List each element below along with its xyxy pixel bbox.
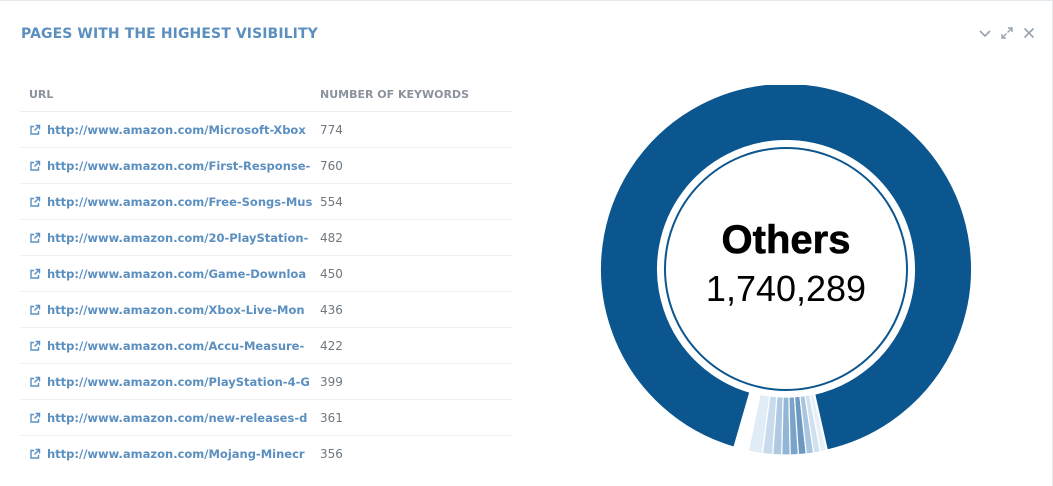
keyword-count: 361	[320, 410, 343, 425]
close-icon[interactable]	[1022, 26, 1036, 40]
keyword-count: 356	[320, 446, 343, 461]
column-header-url: URL	[29, 87, 54, 101]
url-cell: http://www.amazon.com/new-releases-d	[20, 411, 312, 425]
keyword-count: 760	[320, 158, 343, 173]
table-header: URL NUMBER OF KEYWORDS	[20, 77, 512, 112]
page-url-link[interactable]: http://www.amazon.com/Xbox-Live-Mon	[47, 302, 305, 317]
url-cell: http://www.amazon.com/Xbox-Live-Mon	[20, 303, 312, 317]
visibility-donut-chart: Others 1,740,289	[596, 85, 976, 465]
page-url-link[interactable]: http://www.amazon.com/20-PlayStation-	[47, 230, 309, 245]
table-row: http://www.amazon.com/PlayStation-4-G 399	[20, 364, 512, 400]
table-row: http://www.amazon.com/Accu-Measure- 422	[20, 328, 512, 364]
donut-inner-ring	[664, 147, 908, 391]
table-body: http://www.amazon.com/Microsoft-Xbox 774 h…	[20, 112, 512, 471]
external-link-icon[interactable]	[29, 160, 41, 172]
table-row: http://www.amazon.com/Mojang-Minecr 356	[20, 436, 512, 471]
keyword-count: 554	[320, 194, 343, 209]
page-url-link[interactable]: http://www.amazon.com/PlayStation-4-G	[47, 374, 310, 389]
page-url-link[interactable]: http://www.amazon.com/Free-Songs-Mus	[47, 194, 312, 209]
page-url-link[interactable]: http://www.amazon.com/Microsoft-Xbox	[47, 122, 306, 137]
table-row: http://www.amazon.com/Game-Downloa 450	[20, 256, 512, 292]
external-link-icon[interactable]	[29, 304, 41, 316]
donut-center-value: 1,740,289	[706, 268, 866, 309]
page-url-link[interactable]: http://www.amazon.com/Game-Downloa	[47, 266, 307, 281]
table-row: http://www.amazon.com/Free-Songs-Mus 554	[20, 184, 512, 220]
url-cell: http://www.amazon.com/20-PlayStation-	[20, 231, 312, 245]
pages-table: URL NUMBER OF KEYWORDS http://www.amazon…	[20, 77, 512, 471]
widget-controls	[978, 25, 1036, 41]
url-cell: http://www.amazon.com/Free-Songs-Mus	[20, 195, 312, 209]
donut-center-label: Others	[722, 218, 851, 262]
keyword-count: 422	[320, 338, 343, 353]
expand-icon[interactable]	[1000, 26, 1014, 40]
column-header-keywords: NUMBER OF KEYWORDS	[320, 87, 469, 101]
widget-title: PAGES WITH THE HIGHEST VISIBILITY	[21, 26, 318, 42]
keyword-count: 774	[320, 122, 343, 137]
keyword-count: 399	[320, 374, 343, 389]
page-url-link[interactable]: http://www.amazon.com/First-Response-	[47, 158, 311, 173]
url-cell: http://www.amazon.com/PlayStation-4-G	[20, 375, 312, 389]
table-row: http://www.amazon.com/First-Response- 760	[20, 148, 512, 184]
url-cell: http://www.amazon.com/Game-Downloa	[20, 267, 312, 281]
keyword-count: 482	[320, 230, 343, 245]
table-row: http://www.amazon.com/Microsoft-Xbox 774	[20, 112, 512, 148]
external-link-icon[interactable]	[29, 376, 41, 388]
table-row: http://www.amazon.com/20-PlayStation- 482	[20, 220, 512, 256]
external-link-icon[interactable]	[29, 412, 41, 424]
chevron-down-icon[interactable]	[978, 26, 992, 40]
url-cell: http://www.amazon.com/Mojang-Minecr	[20, 447, 312, 461]
donut-svg: Others 1,740,289	[599, 85, 973, 456]
donut-slice-others[interactable]	[599, 85, 973, 452]
keyword-count: 450	[320, 266, 343, 281]
external-link-icon[interactable]	[29, 124, 41, 136]
keyword-count: 436	[320, 302, 343, 317]
external-link-icon[interactable]	[29, 340, 41, 352]
table-row: http://www.amazon.com/Xbox-Live-Mon 436	[20, 292, 512, 328]
external-link-icon[interactable]	[29, 268, 41, 280]
page-url-link[interactable]: http://www.amazon.com/new-releases-d	[47, 410, 308, 425]
url-cell: http://www.amazon.com/First-Response-	[20, 159, 312, 173]
table-row: http://www.amazon.com/new-releases-d 361	[20, 400, 512, 436]
external-link-icon[interactable]	[29, 448, 41, 460]
url-cell: http://www.amazon.com/Microsoft-Xbox	[20, 123, 312, 137]
page-url-link[interactable]: http://www.amazon.com/Mojang-Minecr	[47, 446, 305, 461]
page-url-link[interactable]: http://www.amazon.com/Accu-Measure-	[47, 338, 305, 353]
external-link-icon[interactable]	[29, 196, 41, 208]
url-cell: http://www.amazon.com/Accu-Measure-	[20, 339, 312, 353]
external-link-icon[interactable]	[29, 232, 41, 244]
